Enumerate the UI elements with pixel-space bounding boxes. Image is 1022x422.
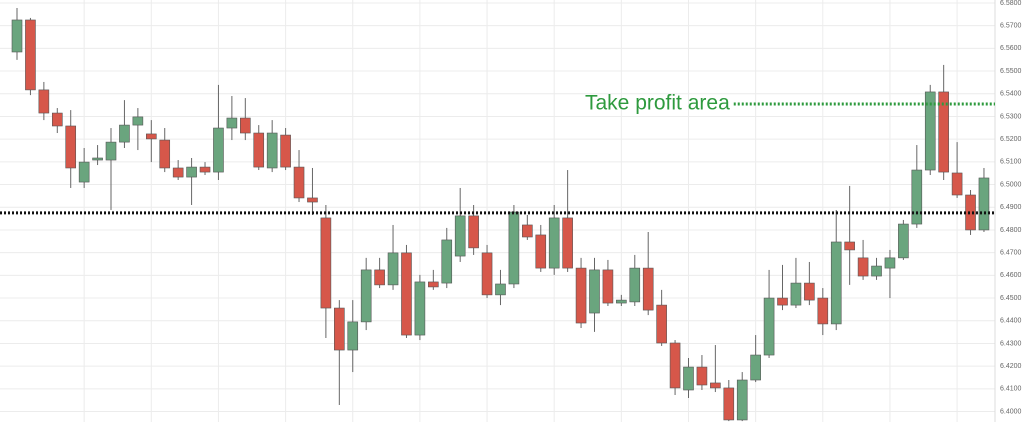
candle-body — [374, 269, 385, 286]
candle-body — [468, 215, 479, 249]
candle-body — [844, 241, 855, 251]
candle-body — [495, 283, 506, 296]
y-tick-label: 6.4800 — [1000, 227, 1022, 234]
candle-body — [938, 91, 949, 173]
y-tick-label: 6.5300 — [1000, 113, 1022, 120]
candle-body — [656, 304, 667, 344]
candle-body — [132, 116, 144, 126]
candle-body — [226, 117, 238, 129]
candle-body — [266, 132, 278, 169]
candle-body — [78, 161, 90, 183]
candle-body — [51, 112, 63, 127]
candle-body — [522, 224, 533, 238]
candle-body — [280, 134, 291, 168]
candle-body — [481, 252, 493, 296]
candle-body — [723, 387, 735, 421]
y-tick-label: 6.4500 — [1000, 295, 1022, 302]
candle-body — [602, 269, 614, 304]
candle-body — [562, 217, 573, 269]
candle-body — [401, 252, 412, 336]
candle-body — [589, 269, 600, 314]
candle-body — [548, 217, 560, 269]
candle-body — [414, 281, 426, 336]
candle-body — [898, 223, 909, 259]
candle-body — [951, 172, 963, 196]
candle-body — [65, 125, 77, 169]
candle-body — [616, 299, 627, 304]
candle-body — [965, 194, 976, 231]
y-tick-label: 6.4100 — [1000, 386, 1022, 393]
candle-body — [696, 366, 708, 386]
candle-body — [871, 265, 882, 277]
candle-body — [441, 239, 453, 284]
y-tick-label: 6.5000 — [1000, 181, 1022, 188]
candle-body — [454, 215, 466, 257]
candle-body — [750, 354, 761, 381]
candle-body — [830, 241, 842, 325]
candle-body — [575, 267, 587, 324]
candle-body — [710, 382, 721, 389]
candle-body — [777, 297, 788, 306]
candle-body — [804, 282, 815, 301]
y-tick-label: 6.5500 — [1000, 68, 1022, 75]
candle-body — [736, 379, 748, 421]
candle-body — [159, 139, 171, 169]
y-tick-label: 6.5200 — [1000, 136, 1022, 143]
candle-body — [38, 89, 50, 114]
candle-body — [884, 257, 896, 269]
y-tick-label: 6.5800 — [1000, 0, 1022, 7]
candle-body — [293, 166, 305, 199]
y-tick-label: 6.5600 — [1000, 45, 1022, 52]
candle-body — [119, 124, 130, 143]
y-tick-label: 6.4400 — [1000, 318, 1022, 325]
candle-body — [387, 252, 399, 286]
y-tick-label: 6.5700 — [1000, 22, 1022, 29]
candle-body — [307, 197, 318, 203]
candle-body — [240, 117, 251, 134]
candle-body — [11, 19, 23, 53]
candle-body — [669, 342, 681, 389]
candle-body — [508, 211, 520, 285]
candle-body — [334, 307, 345, 351]
y-tick-label: 6.4300 — [1000, 340, 1022, 347]
candle-body — [535, 234, 547, 269]
candle-body — [763, 297, 775, 356]
y-tick-label: 6.5400 — [1000, 91, 1022, 98]
candle-body — [92, 157, 103, 161]
candle-body — [253, 132, 265, 168]
candle-body — [360, 269, 372, 323]
annotation-text: Take profit area — [585, 92, 730, 115]
y-tick-label: 6.4000 — [1000, 408, 1022, 415]
candle-body — [911, 169, 923, 225]
y-tick-label: 6.4200 — [1000, 363, 1022, 370]
candle-body — [320, 217, 332, 309]
candle-body — [186, 166, 197, 178]
candle-body — [642, 267, 654, 311]
candle-body — [199, 166, 211, 173]
y-tick-label: 6.4600 — [1000, 272, 1022, 279]
y-tick-label: 6.5100 — [1000, 159, 1022, 166]
candle-body — [978, 177, 990, 231]
candle-body — [105, 141, 117, 161]
candle-body — [790, 282, 802, 306]
candle-body — [347, 321, 359, 351]
candle-body — [817, 297, 829, 325]
candle-body — [629, 267, 641, 303]
candle-body — [924, 91, 936, 171]
candle-body — [25, 19, 36, 91]
candle-body — [683, 366, 694, 391]
candle-body — [428, 281, 439, 288]
candle-body — [857, 257, 869, 277]
candle-body — [172, 167, 184, 178]
y-tick-label: 6.4700 — [1000, 249, 1022, 256]
candle-body — [213, 127, 224, 173]
y-tick-label: 6.4900 — [1000, 204, 1022, 211]
candle-body — [146, 133, 157, 140]
